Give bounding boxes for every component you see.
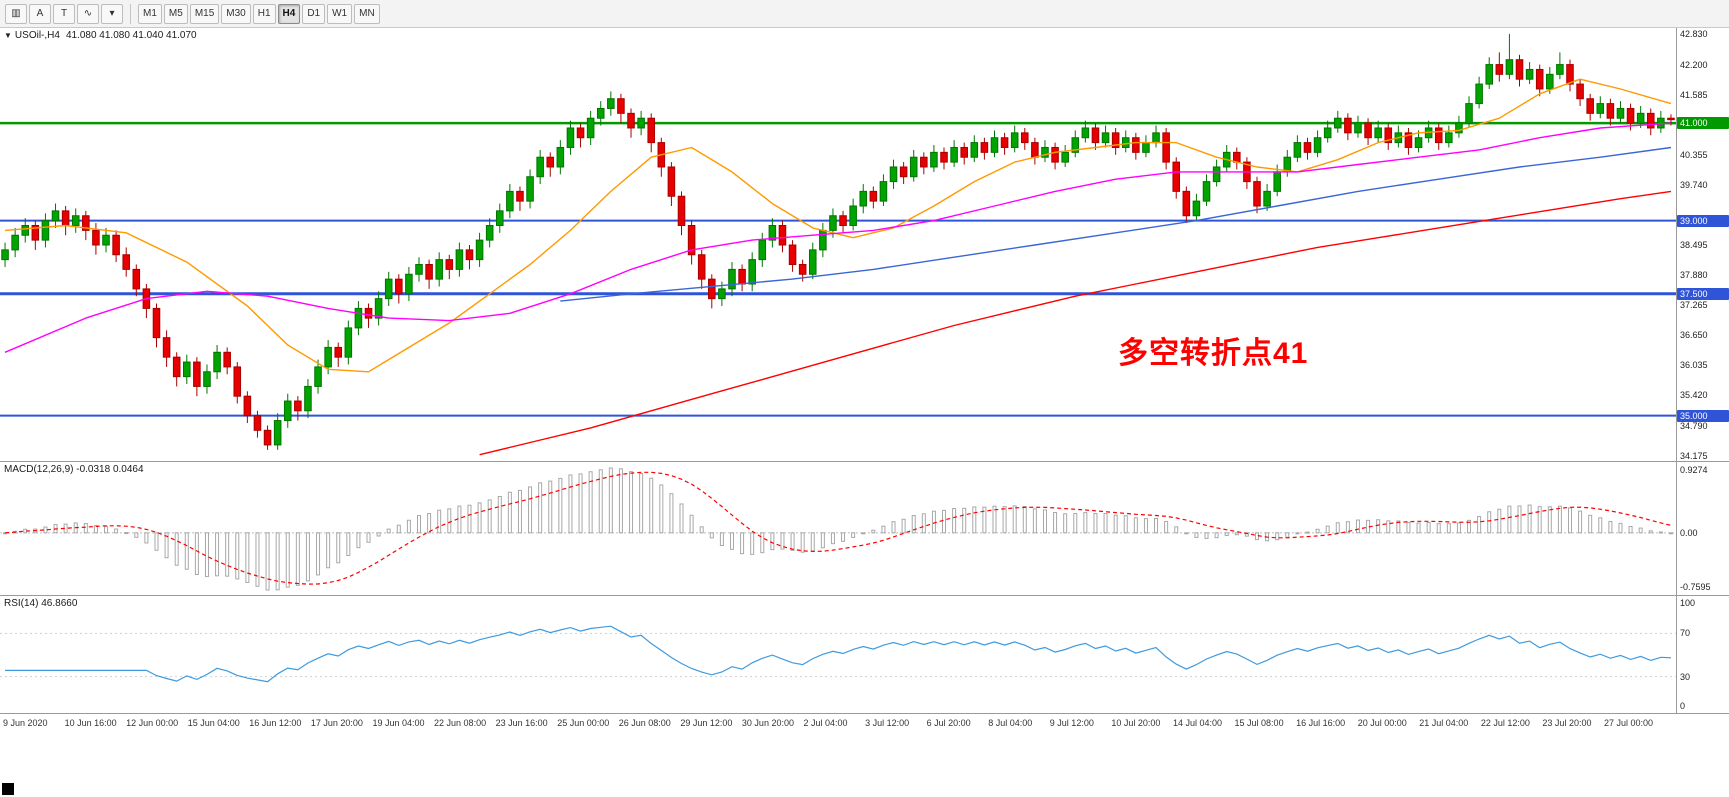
- time-label: 14 Jul 04:00: [1172, 718, 1222, 728]
- time-label: 20 Jul 00:00: [1357, 718, 1407, 728]
- main-chart-panel[interactable]: ▼ USOil-,H4 41.080 41.080 41.040 41.070 多空…: [0, 28, 1729, 462]
- time-label: 10 Jun 16:00: [64, 718, 117, 728]
- horizontal-lines-layer: [0, 121, 1676, 417]
- timeframe-button-m30[interactable]: M30: [221, 3, 251, 24]
- time-label: 21 Jul 04:00: [1419, 718, 1469, 728]
- timeframe-button-mn[interactable]: MN: [354, 3, 380, 24]
- candlestick-plot: [0, 33, 1676, 456]
- macd-panel[interactable]: MACD(12,26,9) -0.0318 0.0464 0.9274 0.00 -…: [0, 462, 1729, 596]
- timeframe-button-w1[interactable]: W1: [327, 3, 353, 24]
- rsi-title: RSI(14) 46.8660: [4, 598, 78, 609]
- time-label: 16 Jun 12:00: [249, 718, 302, 728]
- time-label: 23 Jun 16:00: [495, 718, 548, 728]
- timeframe-button-h4[interactable]: H4: [277, 3, 301, 24]
- time-label: 15 Jul 08:00: [1234, 718, 1284, 728]
- rsi-line: [5, 625, 1672, 683]
- price-badge-41000: 41.000: [1677, 117, 1729, 130]
- timeframe-group: M1 M5 M15 M30 H1 H4 D1 W1 MN: [137, 3, 381, 24]
- rsi-axis-label: 70: [1680, 628, 1691, 639]
- price-label: 40.355: [1680, 149, 1708, 160]
- time-label: 12 Jun 00:00: [126, 718, 179, 728]
- toolbar-separator: [130, 3, 131, 24]
- bottom-filler: [0, 736, 1729, 797]
- price-label: 41.585: [1680, 89, 1708, 100]
- price-label: 42.830: [1680, 28, 1708, 39]
- chart-bars-button[interactable]: ▥: [5, 3, 27, 24]
- price-label: 34.790: [1680, 420, 1708, 431]
- time-label: 29 Jun 12:00: [680, 718, 733, 728]
- price-label: 38.495: [1680, 240, 1708, 251]
- timeframe-button-m1[interactable]: M1: [138, 3, 162, 24]
- time-label: 9 Jul 12:00: [1049, 718, 1094, 728]
- time-label: 6 Jul 20:00: [926, 718, 971, 728]
- rsi-axis-label: 100: [1680, 598, 1696, 608]
- timeframe-button-d1[interactable]: D1: [302, 3, 326, 24]
- price-label: 36.035: [1680, 360, 1708, 371]
- macd-axis-top: 0.9274: [1680, 465, 1708, 475]
- rsi-axis: 100 70 30 0: [1676, 596, 1729, 713]
- price-label: 42.200: [1680, 59, 1708, 70]
- macd-signal-line: [4, 471, 1672, 585]
- macd-axis-bottom: -0.7595: [1680, 582, 1711, 592]
- price-label: 35.420: [1680, 390, 1708, 401]
- time-label: 10 Jul 20:00: [1111, 718, 1161, 728]
- annotation-text: 多空转折点41: [1118, 337, 1309, 370]
- time-label: 15 Jun 04:00: [187, 718, 240, 728]
- time-label: 9 Jun 2020: [3, 718, 48, 728]
- rsi-plot: [0, 625, 1676, 683]
- macd-axis: 0.9274 0.00 -0.7595: [1676, 462, 1729, 595]
- macd-axis-zero: 0.00: [1680, 527, 1698, 538]
- time-label: 3 Jul 12:00: [865, 718, 910, 728]
- macd-title: MACD(12,26,9) -0.0318 0.0464: [4, 464, 144, 475]
- time-label: 17 Jun 20:00: [310, 718, 363, 728]
- candles-layer: [1, 33, 1675, 450]
- chart-title: ▼ USOil-,H4 41.080 41.080 41.040 41.070: [4, 30, 197, 41]
- ma-long-line: [479, 190, 1672, 456]
- indicator-wave-button[interactable]: ∿: [77, 3, 99, 24]
- chevron-down-button[interactable]: ▾: [101, 3, 123, 24]
- cursor-a-button[interactable]: A: [29, 3, 51, 24]
- macd-plot: [0, 467, 1676, 591]
- black-square-artifact: [2, 783, 14, 795]
- time-label: 23 Jul 20:00: [1542, 718, 1592, 728]
- time-label: 16 Jul 16:00: [1296, 718, 1346, 728]
- time-label: 27 Jul 00:00: [1604, 718, 1654, 728]
- price-badge-39000: 39.000: [1677, 214, 1729, 227]
- timeframe-button-m15[interactable]: M15: [189, 3, 220, 24]
- price-label: 39.740: [1680, 179, 1708, 190]
- toolbar: ▥ A T ∿ ▾ M1 M5 M15 M30 H1 H4 D1 W1 MN: [0, 0, 1729, 28]
- price-badge-37500: 37.500: [1677, 287, 1729, 300]
- price-label: 34.175: [1680, 450, 1708, 461]
- ohlc-quote: 41.080 41.080 41.040 41.070: [65, 30, 197, 41]
- price-label: 37.265: [1680, 300, 1708, 311]
- price-label: 36.650: [1680, 330, 1708, 341]
- symbol-dropdown-icon[interactable]: ▼: [4, 31, 12, 40]
- time-axis: 9 Jun 2020 10 Jun 16:00 12 Jun 00:00 15 Jun…: [0, 714, 1729, 737]
- timeframe-button-m5[interactable]: M5: [163, 3, 188, 24]
- text-tool-button[interactable]: T: [53, 3, 75, 24]
- time-label: 25 Jun 00:00: [557, 718, 610, 728]
- rsi-panel[interactable]: RSI(14) 46.8660 100 70 30 0: [0, 596, 1729, 714]
- ma-fast-line: [4, 78, 1672, 373]
- time-label: 22 Jun 08:00: [434, 718, 487, 728]
- time-label: 8 Jul 04:00: [988, 718, 1033, 728]
- ma-medium-line: [4, 122, 1672, 353]
- toolbar-left-group: ▥ A T ∿ ▾: [4, 3, 124, 24]
- time-label: 30 Jun 20:00: [741, 718, 794, 728]
- price-axis: 42.830 42.200 41.585 40.355 39.740 38.495 37.8…: [1676, 28, 1729, 461]
- time-label: 26 Jun 08:00: [618, 718, 671, 728]
- rsi-axis-label: 30: [1680, 671, 1691, 682]
- time-label: 2 Jul 04:00: [803, 718, 848, 728]
- price-label: 37.880: [1680, 270, 1708, 281]
- timeframe-button-h1[interactable]: H1: [252, 3, 276, 24]
- symbol-name: USOil-,H4: [14, 30, 60, 41]
- ma-slow-line: [560, 146, 1672, 302]
- time-label: 22 Jul 12:00: [1480, 718, 1530, 728]
- macd-histogram: [3, 467, 1673, 591]
- price-badge-35000: 35.000: [1677, 409, 1729, 422]
- time-label: 19 Jun 04:00: [372, 718, 425, 728]
- rsi-axis-label: 0: [1680, 701, 1686, 711]
